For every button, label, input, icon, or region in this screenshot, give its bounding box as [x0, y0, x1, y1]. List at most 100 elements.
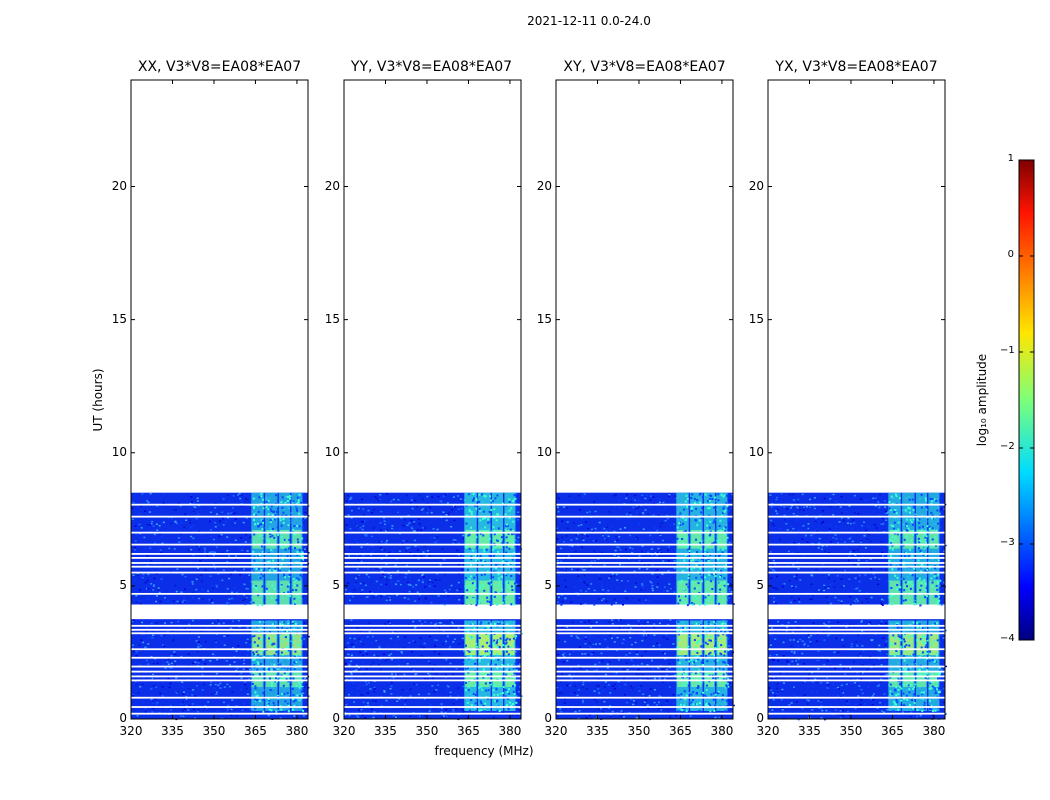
rfi-speck	[274, 636, 277, 639]
rfi-speck	[297, 644, 300, 647]
noise-speck	[489, 710, 492, 713]
rfi-speck	[279, 519, 282, 522]
noise-speck	[728, 590, 731, 592]
noise-speck	[578, 710, 580, 712]
rfi-speck	[475, 507, 478, 510]
noise-speck	[600, 652, 603, 655]
rfi-speck	[473, 576, 476, 579]
rfi-speck	[707, 500, 709, 503]
noise-speck	[673, 523, 676, 525]
noise-speck	[458, 599, 461, 601]
noise-speck	[822, 631, 825, 633]
rfi-speck	[714, 693, 717, 696]
noise-speck	[242, 569, 245, 572]
noise-speck	[222, 524, 225, 526]
noise-speck	[730, 576, 733, 579]
noise-speck	[625, 602, 628, 604]
noise-speck	[141, 493, 144, 495]
noise-speck	[593, 604, 596, 606]
noise-speck	[239, 659, 242, 661]
noise-speck	[816, 633, 819, 636]
noise-speck	[444, 598, 447, 601]
noise-speck	[667, 549, 669, 552]
rfi-speck	[687, 685, 690, 687]
noise-speck	[641, 586, 644, 588]
noise-speck	[192, 596, 195, 599]
noise-speck	[229, 664, 232, 666]
noise-speck	[390, 500, 393, 503]
rfi-speck	[466, 701, 469, 704]
rfi-speck	[470, 623, 473, 626]
rfi-speck	[253, 634, 256, 637]
rfi-speck	[297, 501, 300, 504]
noise-speck	[585, 521, 587, 523]
noise-speck	[204, 708, 207, 710]
rfi-speck	[497, 577, 500, 580]
noise-speck	[409, 666, 412, 669]
noise-speck	[234, 570, 237, 573]
rfi-speck	[272, 559, 275, 562]
noise-speck	[201, 667, 204, 669]
noise-speck	[649, 495, 652, 497]
rfi-speck	[720, 493, 723, 496]
rfi-speck	[262, 668, 265, 670]
noise-speck	[373, 654, 376, 656]
rfi-speck	[707, 559, 710, 562]
rfi-speck	[273, 667, 276, 670]
noise-speck	[240, 500, 243, 502]
noise-speck	[594, 674, 597, 676]
noise-speck	[245, 687, 248, 690]
rfi-speck	[688, 660, 691, 663]
noise-speck	[211, 622, 214, 624]
flag-row	[556, 592, 733, 595]
noise-speck	[687, 714, 690, 716]
noise-speck	[409, 552, 412, 554]
noise-speck	[689, 715, 692, 717]
noise-speck	[442, 630, 445, 632]
noise-speck	[566, 521, 569, 523]
noise-speck	[179, 532, 182, 535]
noise-speck	[436, 573, 439, 575]
noise-speck	[177, 624, 180, 626]
noise-speck	[136, 574, 139, 576]
rfi-speck	[682, 676, 685, 679]
rfi-speck	[698, 591, 701, 594]
rfi-speck	[291, 589, 294, 592]
noise-speck	[582, 496, 585, 498]
noise-speck	[409, 695, 412, 697]
rfi-speck	[486, 697, 489, 700]
noise-speck	[782, 710, 785, 713]
rfi-speck	[489, 682, 491, 684]
rfi-speck	[472, 549, 475, 552]
noise-speck	[601, 622, 604, 624]
rfi-speck	[481, 688, 484, 691]
rfi-speck	[493, 533, 496, 536]
rfi-speck	[286, 639, 289, 642]
noise-speck	[623, 694, 626, 696]
noise-speck	[429, 579, 431, 581]
rfi-speck	[296, 553, 299, 556]
noise-speck	[608, 661, 611, 663]
flag-row	[344, 670, 521, 673]
rfi-speck	[685, 658, 688, 661]
noise-speck	[418, 598, 421, 600]
rfi-speck	[465, 522, 468, 525]
rfi-speck	[696, 524, 699, 527]
rfi-speck	[466, 568, 469, 571]
noise-speck	[559, 704, 561, 707]
noise-speck	[289, 640, 292, 642]
noise-speck	[365, 683, 368, 686]
noise-speck	[194, 717, 196, 719]
noise-speck	[615, 573, 618, 576]
noise-speck	[417, 518, 420, 521]
noise-speck	[351, 595, 354, 598]
noise-speck	[572, 717, 575, 720]
noise-speck	[383, 627, 385, 630]
noise-speck	[579, 603, 582, 605]
noise-speck	[443, 573, 446, 575]
noise-speck	[232, 495, 235, 497]
rfi-speck	[268, 669, 271, 672]
noise-speck	[444, 494, 447, 496]
rfi-speck	[479, 509, 482, 512]
rfi-speck	[273, 704, 276, 707]
